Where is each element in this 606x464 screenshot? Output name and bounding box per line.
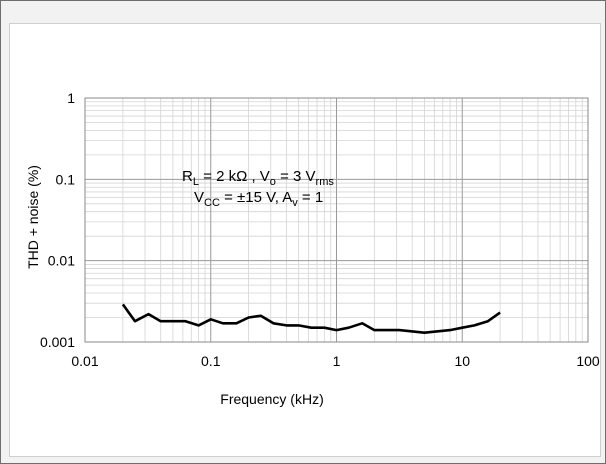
annotation: RL = 2 kΩ , Vo = 3 Vrms VCC = ±15 V, Av … <box>182 168 334 209</box>
thd-noise-series-line <box>121 303 501 335</box>
y-axis-title: THD + noise (%) <box>25 165 41 269</box>
major-grid <box>84 97 589 343</box>
annotation-line-1: RL = 2 kΩ , Vo = 3 Vrms <box>182 168 334 188</box>
annotation-line-2: VCC = ±15 V, Av = 1 <box>194 189 323 209</box>
thd-chart: 0.01 0.1 1 10 100 1 0.1 0.01 0.001 Frequency (k… <box>25 90 600 407</box>
x-tick-label: 10 <box>454 353 470 369</box>
series-group <box>121 303 501 335</box>
plot-border <box>84 97 589 343</box>
y-tick-labels: 1 0.1 0.01 0.001 <box>40 90 75 350</box>
chart-panel: 0.01 0.1 1 10 100 1 0.1 0.01 0.001 Frequency (k… <box>9 23 601 457</box>
y-tick-label: 1 <box>67 90 75 106</box>
x-axis-title: Frequency (kHz) <box>220 391 323 407</box>
x-tick-label: 1 <box>333 353 341 369</box>
y-tick-label: 0.001 <box>40 334 75 350</box>
x-tick-labels: 0.01 0.1 1 10 100 <box>71 353 600 369</box>
y-tick-label: 0.01 <box>48 253 75 269</box>
x-tick-label: 0.1 <box>201 353 221 369</box>
y-tick-label: 0.1 <box>56 171 76 187</box>
x-tick-label: 0.01 <box>71 353 98 369</box>
x-tick-label: 100 <box>576 353 600 369</box>
